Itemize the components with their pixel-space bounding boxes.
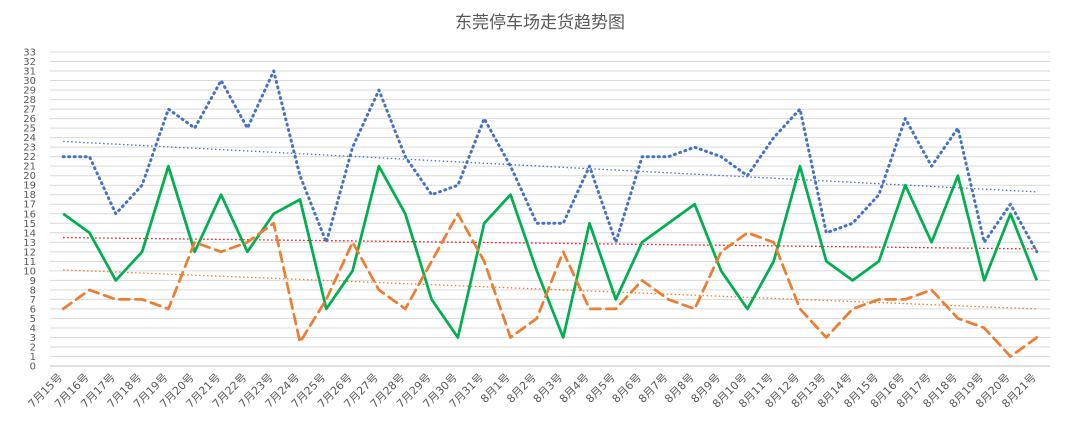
y-tick-label: 22 (23, 152, 36, 163)
y-tick-label: 1 (30, 352, 36, 363)
series-line-1 (62, 164, 1039, 339)
y-tick-label: 9 (30, 276, 36, 287)
y-tick-label: 28 (23, 95, 36, 106)
y-tick-label: 27 (23, 105, 36, 116)
y-tick-label: 24 (23, 133, 36, 144)
y-tick-label: 15 (23, 219, 36, 230)
y-tick-label: 6 (30, 304, 36, 315)
y-tick-label: 13 (23, 238, 36, 249)
y-tick-label: 20 (23, 171, 36, 182)
y-tick-label: 2 (30, 342, 36, 353)
y-tick-label: 10 (23, 266, 36, 277)
series-lines (61, 69, 1039, 358)
gridlines (50, 51, 1050, 367)
y-tick-label: 11 (23, 257, 36, 268)
y-tick-label: 18 (23, 190, 36, 201)
y-tick-label: 0 (30, 362, 36, 373)
y-tick-label: 5 (30, 314, 36, 325)
series-line-0 (61, 69, 1039, 254)
y-tick-label: 33 (23, 48, 36, 59)
series-line-2 (61, 212, 1039, 358)
y-tick-label: 21 (23, 162, 36, 173)
y-tick-label: 30 (23, 76, 36, 87)
y-tick-label: 12 (23, 247, 36, 258)
y-tick-label: 17 (23, 200, 36, 211)
y-tick-label: 7 (30, 295, 36, 306)
y-tick-label: 8 (30, 285, 36, 296)
y-tick-label: 29 (23, 86, 36, 97)
y-tick-label: 25 (23, 124, 36, 135)
y-tick-label: 3 (30, 333, 36, 344)
y-tick-label: 26 (23, 114, 36, 125)
y-tick-label: 31 (23, 67, 36, 78)
trendline-0 (63, 140, 1037, 193)
y-tick-label: 32 (23, 57, 36, 68)
y-tick-label: 4 (30, 323, 36, 334)
y-tick-label: 23 (23, 143, 36, 154)
y-tick-label: 16 (23, 209, 36, 220)
chart-title: 东莞停车场走货趋势图 (455, 13, 625, 33)
y-tick-label: 19 (23, 181, 36, 192)
y-tick-label: 14 (23, 228, 36, 239)
